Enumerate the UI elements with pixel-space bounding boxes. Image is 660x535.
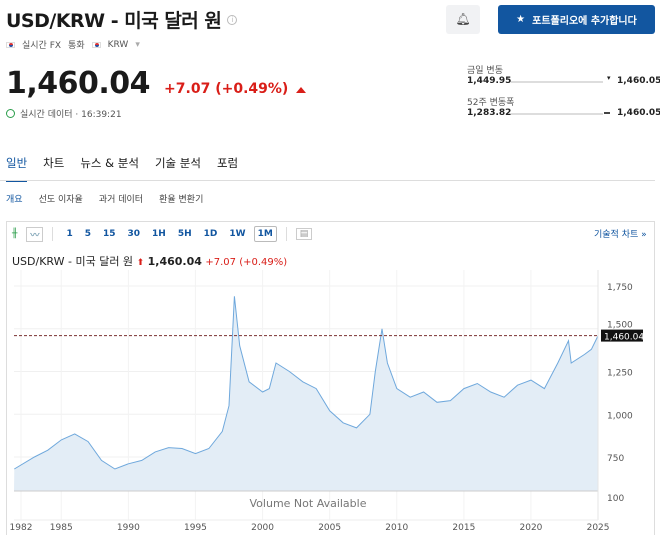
up-arrow-icon <box>296 87 307 93</box>
week52-range-bar <box>511 113 603 115</box>
bell-plus-icon: 🔔︎ <box>455 12 471 26</box>
subtab-overview[interactable]: 개요 <box>6 195 23 205</box>
interval-buttons: 1 5 15 30 1H 5H 1D 1W 1M <box>62 226 277 242</box>
price-change: +7.07 (+0.49%) <box>164 81 289 97</box>
chart-change: +7.07 (+0.49%) <box>205 257 288 268</box>
day-range-label: 금일 변동 <box>467 66 503 76</box>
tabs-divider <box>0 180 655 181</box>
korea-flag-icon <box>91 41 101 48</box>
realtime-text: 실시간 데이터 · 16:39:21 <box>20 110 122 120</box>
currency-select[interactable]: KRW <box>107 39 129 50</box>
range-marker-icon: ▾ <box>607 74 611 82</box>
x-tick-label: 1990 <box>117 523 140 533</box>
star-icon: ★ <box>516 14 526 25</box>
subtab-converter[interactable]: 환율 변환기 <box>159 195 204 205</box>
market-label: 실시간 FX <box>22 41 62 51</box>
portfolio-label: 포트폴리오에 추가합니다 <box>532 16 637 27</box>
price-line <box>14 296 599 470</box>
y-tick-label: 1,000 <box>607 411 633 421</box>
up-arrow-icon: ⬆ <box>136 258 145 268</box>
interval-1D[interactable]: 1D <box>203 229 218 239</box>
price-row: 1,460.04 +7.07 (+0.49%) <box>6 66 307 101</box>
divider <box>285 227 287 241</box>
last-price: 1,460.04 <box>6 66 151 101</box>
last-price-tag <box>601 329 643 342</box>
interval-5H[interactable]: 5H <box>177 229 192 239</box>
x-tick-label: 2025 <box>587 523 610 533</box>
chart-panel <box>6 221 655 535</box>
price-area <box>14 296 599 491</box>
last-price-label: 1,460.04 <box>604 333 644 343</box>
tab-general[interactable]: 일반 <box>6 155 28 182</box>
sub-tabs: 개요 선도 이자율 과거 데이터 환율 변환기 <box>6 192 203 205</box>
y-tick-label: 1,250 <box>607 369 633 379</box>
tab-news[interactable]: 뉴스 & 분석 <box>80 156 139 170</box>
x-tick-label: 2015 <box>452 523 475 533</box>
subtab-historical[interactable]: 과거 데이터 <box>98 195 144 205</box>
interval-1W[interactable]: 1W <box>229 229 246 239</box>
area-chart-icon[interactable]: 〰 <box>26 226 44 242</box>
x-tick-label: 2020 <box>520 523 543 533</box>
indicators-icon[interactable]: ▤ <box>295 228 313 240</box>
candlestick-icon[interactable]: ╫ <box>12 229 18 239</box>
tab-chart[interactable]: 차트 <box>43 156 65 170</box>
x-tick-label: 1995 <box>184 523 207 533</box>
page-title: USD/KRW - 미국 달러 원 <box>6 10 222 32</box>
instrument-meta: 실시간 FX 통화 KRW ▾ <box>6 38 140 51</box>
interval-30[interactable]: 30 <box>127 229 141 239</box>
interval-1M[interactable]: 1M <box>253 226 277 242</box>
korea-flag-icon <box>6 41 15 48</box>
type-label: 통화 <box>68 41 85 51</box>
chart-price: 1,460.04 <box>147 255 202 268</box>
day-high: 1,460.05 <box>617 76 660 86</box>
volume-text: Volume Not Available <box>250 497 367 510</box>
chart-instrument: USD/KRW - 미국 달러 원 <box>12 255 134 268</box>
add-alert-button[interactable]: 🔔︎ <box>446 5 480 34</box>
technical-chart-link[interactable]: 기술적 차트 » <box>594 230 647 240</box>
y-tick-label: 750 <box>607 454 624 464</box>
day-low: 1,449.95 <box>467 76 512 86</box>
interval-1[interactable]: 1 <box>66 229 73 239</box>
divider <box>52 227 54 241</box>
clock-icon <box>6 109 15 118</box>
title-row: USD/KRW - 미국 달러 원 i <box>6 6 238 33</box>
volume-tick-label: 100 <box>607 494 624 504</box>
add-to-portfolio-button[interactable]: ★ 포트폴리오에 추가합니다 <box>498 5 655 34</box>
week52-high: 1,460.05 <box>617 108 660 118</box>
week52-label: 52주 변동폭 <box>467 98 515 108</box>
x-tick-label: 1982 <box>10 523 33 533</box>
interval-15[interactable]: 15 <box>102 229 116 239</box>
tab-forum[interactable]: 포럼 <box>216 156 239 170</box>
week52-fill <box>604 112 610 114</box>
info-icon[interactable]: i <box>227 14 238 25</box>
x-tick-label: 1985 <box>50 523 73 533</box>
y-tick-label: 1,500 <box>607 321 633 331</box>
realtime-status: 실시간 데이터 · 16:39:21 <box>6 107 122 120</box>
day-range-bar <box>511 81 603 83</box>
x-tick-label: 2010 <box>385 523 408 533</box>
tab-technical[interactable]: 기술 분석 <box>154 156 201 170</box>
week52-low: 1,283.82 <box>467 108 512 118</box>
chart-toolbar: ╫ 〰 1 5 15 30 1H 5H 1D 1W 1M ▤ <box>12 226 313 242</box>
main-tabs: 일반 차트 뉴스 & 분석 기술 분석 포럼 <box>6 155 238 182</box>
y-tick-label: 1,750 <box>607 283 633 293</box>
chart-title: USD/KRW - 미국 달러 원 ⬆ 1,460.04 +7.07 (+0.4… <box>12 253 287 269</box>
interval-1H[interactable]: 1H <box>152 229 166 239</box>
x-tick-label: 2005 <box>318 523 341 533</box>
interval-5[interactable]: 5 <box>84 229 91 239</box>
subtab-forward-rates[interactable]: 선도 이자율 <box>38 195 83 205</box>
x-tick-label: 2000 <box>251 523 274 533</box>
price-chart[interactable]: Investing.com1,7501,5001,2501,0007501001… <box>0 270 660 535</box>
chevron-down-icon[interactable]: ▾ <box>135 39 140 50</box>
